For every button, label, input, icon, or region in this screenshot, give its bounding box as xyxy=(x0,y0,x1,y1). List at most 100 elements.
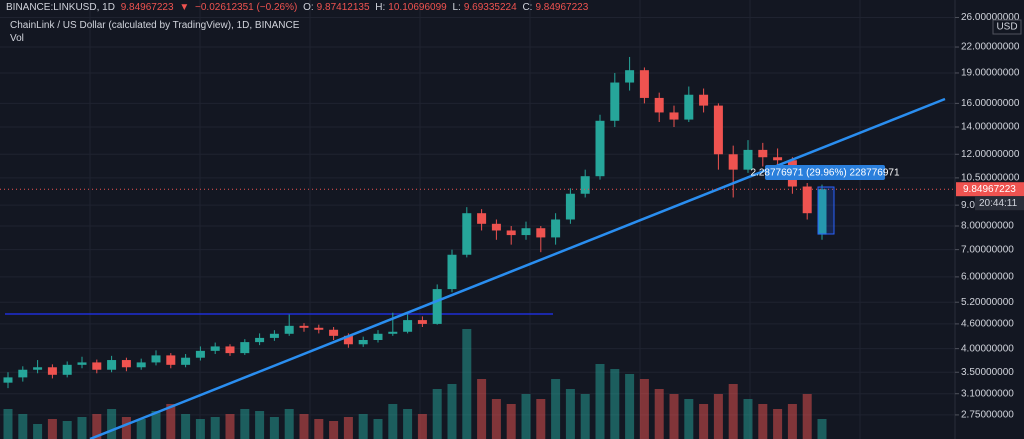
volume-bar xyxy=(654,389,664,439)
candle-body xyxy=(536,228,546,238)
candle-body xyxy=(255,337,265,343)
volume-bar xyxy=(506,404,516,439)
h-value: 10.10696099 xyxy=(388,2,447,13)
y-tick-label: 8.00000000 xyxy=(961,221,1014,232)
y-tick-label: 7.00000000 xyxy=(961,244,1014,255)
candle-body xyxy=(225,346,235,354)
candle-body xyxy=(462,213,472,255)
candle-body xyxy=(447,254,457,290)
volume-bar xyxy=(699,404,709,439)
candle-body xyxy=(107,360,117,370)
volume-bar xyxy=(565,389,575,439)
candle-body xyxy=(284,325,294,334)
volume-bar xyxy=(107,409,117,439)
volume-bar xyxy=(299,414,309,439)
candle-body xyxy=(373,333,383,340)
volume-bar xyxy=(225,414,235,439)
volume-bar xyxy=(728,384,738,439)
candle-body xyxy=(33,367,43,370)
y-tick-label: 10.50000000 xyxy=(961,173,1020,184)
volume-label: Vol xyxy=(10,33,24,44)
volume-bar xyxy=(136,419,146,439)
l-label: L: xyxy=(452,2,461,13)
candle-body xyxy=(47,367,57,375)
candle-body xyxy=(358,339,368,345)
candle-body xyxy=(210,346,220,351)
legend-header: BINANCE:LINKUSD, 1D 9.84967223 ▼ −0.0261… xyxy=(6,2,591,13)
volume-bar xyxy=(595,364,605,439)
volume-bar xyxy=(432,389,442,439)
candle-body xyxy=(181,357,191,365)
volume-bar xyxy=(802,394,812,439)
volume-bar xyxy=(580,394,590,439)
volume-bar xyxy=(639,379,649,439)
arrow: ▼ xyxy=(179,2,190,13)
candle-body xyxy=(595,120,605,177)
candle-body xyxy=(343,335,353,345)
last-price-tag xyxy=(956,182,1024,197)
measure-box xyxy=(817,186,835,235)
last-value: 9.84967223 xyxy=(120,2,174,13)
candle-body xyxy=(92,362,102,370)
volume-bar xyxy=(817,419,827,439)
candle-body xyxy=(3,377,13,383)
candle-body xyxy=(565,193,575,220)
y-tick-label: 5.20000000 xyxy=(961,297,1014,308)
candle-body xyxy=(610,82,620,121)
symbol: BINANCE:LINKUSD, 1D xyxy=(6,2,115,13)
candle-body xyxy=(551,219,561,238)
volume-bar xyxy=(284,409,294,439)
volume-bar xyxy=(255,411,265,439)
volume-bar xyxy=(343,417,353,439)
candle-body xyxy=(625,70,635,83)
candle-body xyxy=(728,154,738,170)
volume-bar xyxy=(210,417,220,439)
volume-bar xyxy=(269,417,279,439)
candle-body xyxy=(151,355,161,363)
volume-bar xyxy=(610,369,620,439)
y-tick-label: 4.60000000 xyxy=(961,319,1014,330)
volume-bar xyxy=(743,399,753,439)
volume-bar xyxy=(240,409,250,439)
y-tick-label: 14.00000000 xyxy=(961,122,1020,133)
candle-body xyxy=(432,289,442,324)
timer-tag xyxy=(975,196,1024,211)
volume-bar xyxy=(62,421,72,439)
volume-bar xyxy=(462,329,472,439)
candle-body xyxy=(743,149,753,170)
candle-body xyxy=(18,369,28,378)
y-tick-label: 26.00000000 xyxy=(961,12,1020,23)
grid xyxy=(0,0,955,439)
measure-label: 2.28776971 (29.96%) 228776971 xyxy=(750,168,899,179)
candle-body xyxy=(506,230,516,236)
volume-bar xyxy=(77,417,87,439)
h-label: H: xyxy=(375,2,386,13)
last-price-label: 9.84967223 xyxy=(963,184,1016,195)
volume-bar xyxy=(33,424,43,439)
y-tick-label: 6.00000000 xyxy=(961,272,1014,283)
volume-bar xyxy=(491,399,501,439)
volume-bar xyxy=(417,414,427,439)
volume-layer xyxy=(3,329,827,439)
candle-body xyxy=(329,329,339,336)
volume-bar xyxy=(151,411,161,439)
volume-bar xyxy=(713,394,723,439)
candle-body xyxy=(758,149,768,158)
volume-bar xyxy=(551,379,561,439)
volume-bar xyxy=(684,399,694,439)
subtitle: ChainLink / US Dollar (calculated by Tra… xyxy=(10,20,300,31)
volume-bar xyxy=(477,379,487,439)
volume-bar xyxy=(521,394,531,439)
candle-body xyxy=(62,364,72,375)
l-value: 9.69335224 xyxy=(463,2,517,13)
candle-body xyxy=(713,105,723,155)
c-value: 9.84967223 xyxy=(535,2,589,13)
candle-body xyxy=(417,320,427,324)
candle-body xyxy=(269,333,279,338)
candle-body xyxy=(136,362,146,368)
candle-body xyxy=(195,350,205,358)
candle-body xyxy=(240,342,250,354)
y-tick-label: 2.75000000 xyxy=(961,410,1014,421)
candle-body xyxy=(699,94,709,106)
